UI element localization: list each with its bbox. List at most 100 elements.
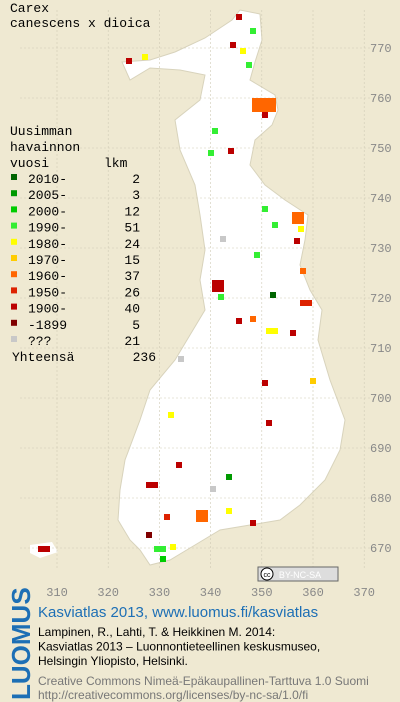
- observation-square: [240, 48, 246, 54]
- observation-square: [126, 58, 132, 64]
- map: 310 320 330 340 350 360 3706706806907007107207…: [20, 9, 392, 600]
- observation-square: [262, 112, 268, 118]
- y-grid-label: 670: [370, 542, 392, 556]
- observation-square: [266, 328, 278, 334]
- y-grid-label: 760: [370, 92, 392, 106]
- legend-label: 2010-: [28, 172, 67, 187]
- observation-square: [168, 412, 174, 418]
- observation-square: [38, 546, 50, 552]
- footer-heading: Kasviatlas 2013, www.luomus.fi/kasviatla…: [38, 604, 318, 621]
- y-grid-label: 710: [370, 342, 392, 356]
- legend-count: 40: [124, 302, 140, 317]
- legend-count: 37: [124, 269, 140, 284]
- legend-swatch: [11, 238, 17, 245]
- observation-square: [310, 378, 316, 384]
- observation-square: [176, 462, 182, 468]
- observations: [38, 14, 316, 562]
- legend-header: Uusimman: [10, 124, 72, 139]
- finland-outline: [117, 9, 346, 566]
- observation-square: [292, 212, 304, 224]
- y-grid-label: 740: [370, 192, 392, 206]
- legend-swatch: [11, 336, 17, 342]
- observation-square: [266, 420, 272, 426]
- observation-square: [262, 380, 268, 386]
- license-line: Creative Commons Nimeä-Epäkaupallinen-Ta…: [38, 674, 369, 688]
- legend-count: 24: [124, 237, 140, 252]
- observation-square: [236, 318, 242, 324]
- observation-square: [250, 520, 256, 526]
- observation-square: [298, 226, 304, 232]
- legend-swatch: [11, 319, 17, 326]
- observation-square: [250, 28, 256, 34]
- observation-square: [210, 486, 216, 492]
- legend-col-header: lkm: [104, 156, 128, 171]
- observation-square: [164, 514, 170, 520]
- observation-square: [294, 238, 300, 244]
- y-grid-label: 720: [370, 292, 392, 306]
- legend-label: -1899: [28, 318, 67, 333]
- badge-text: BY-NC-SA: [279, 570, 321, 580]
- legend-header: havainnon: [10, 140, 80, 155]
- legend-total-count: 236: [133, 350, 156, 365]
- title: Carex: [10, 1, 49, 16]
- legend-count: 15: [124, 253, 140, 268]
- observation-square: [270, 292, 276, 298]
- legend-swatch: [11, 287, 17, 294]
- brand: LUOMUS: [6, 587, 36, 700]
- license-line: http://creativecommons.org/licenses/by-n…: [38, 688, 308, 702]
- title: canescens x dioica: [10, 16, 151, 31]
- x-grid-label: 360: [302, 586, 324, 600]
- legend-count: 12: [124, 204, 140, 219]
- x-grid-label: 330: [149, 586, 171, 600]
- x-grid-label: 340: [200, 586, 222, 600]
- observation-square: [300, 300, 312, 306]
- y-grid-label: 700: [370, 392, 392, 406]
- legend-swatch: [11, 190, 17, 197]
- citation-line: Helsingin Yliopisto, Helsinki.: [38, 654, 188, 668]
- y-grid-label: 770: [370, 42, 392, 56]
- legend-count: 26: [124, 285, 140, 300]
- legend-label: 1960-: [28, 269, 67, 284]
- legend: 2010- 2 2005- 3 2000- 12 1990- 51 1980- 24 1970- 15…: [11, 172, 156, 365]
- observation-square: [262, 206, 268, 212]
- y-grid-label: 750: [370, 142, 392, 156]
- legend-label: 1900-: [28, 302, 67, 317]
- observation-square: [170, 544, 176, 550]
- citation-line: Kasviatlas 2013 – Luonnontieteellinen ke…: [38, 640, 320, 654]
- observation-square: [146, 532, 152, 538]
- observation-square: [300, 268, 306, 274]
- observation-square: [236, 14, 242, 20]
- observation-square: [208, 150, 214, 156]
- legend-swatch: [11, 222, 17, 229]
- observation-square: [142, 54, 148, 60]
- observation-square: [254, 252, 260, 258]
- observation-square: [230, 42, 236, 48]
- observation-square: [212, 128, 218, 134]
- legend-total-label: Yhteensä: [12, 350, 75, 365]
- observation-square: [220, 236, 226, 242]
- observation-square: [228, 148, 234, 154]
- legend-count: 3: [132, 188, 140, 203]
- legend-swatch: [11, 255, 17, 261]
- y-grid-label: 690: [370, 442, 392, 456]
- x-grid-label: 320: [97, 586, 119, 600]
- legend-label: ???: [28, 334, 51, 349]
- y-grid-label: 680: [370, 492, 392, 506]
- legend-count: 21: [124, 334, 140, 349]
- y-grid-label: 730: [370, 242, 392, 256]
- license-badge: cc BY-NC-SA: [257, 566, 339, 582]
- observation-square: [290, 330, 296, 336]
- citation-line: Lampinen, R., Lahti, T. & Heikkinen M. 2…: [38, 625, 275, 639]
- legend-count: 2: [132, 172, 140, 187]
- x-grid-label: 350: [251, 586, 273, 600]
- x-grid-label: 370: [353, 586, 375, 600]
- legend-swatch: [11, 303, 17, 310]
- x-grid-label: 310: [46, 586, 68, 600]
- legend-label: 1980-: [28, 237, 67, 252]
- footer: Lampinen, R., Lahti, T. & Heikkinen M. 2…: [38, 625, 369, 702]
- legend-col-header: vuosi: [10, 156, 49, 171]
- observation-square: [146, 482, 158, 488]
- badge-cc: cc: [264, 572, 272, 579]
- observation-square: [226, 474, 232, 480]
- observation-square: [272, 222, 278, 228]
